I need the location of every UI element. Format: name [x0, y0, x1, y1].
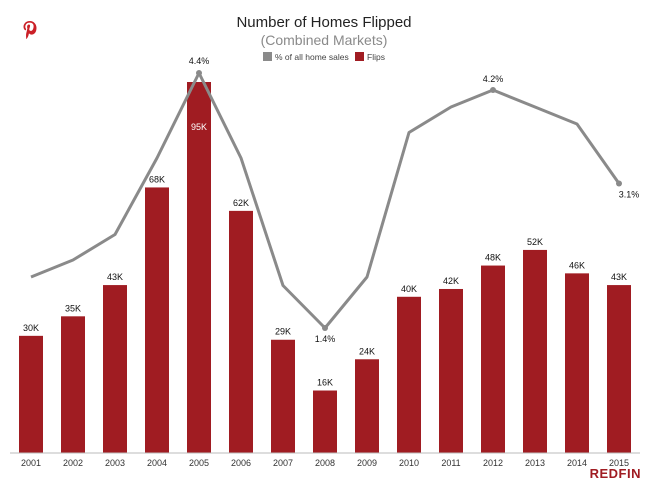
line-label-2012: 4.2%: [483, 74, 504, 84]
bar-2003: [103, 285, 127, 453]
bar-label-2004: 68K: [149, 174, 165, 184]
line-layer: [30, 70, 622, 331]
legend-label-share: % of all home sales: [275, 52, 349, 62]
bar-label-2012: 48K: [485, 253, 501, 263]
x-tick-2015: 2015: [609, 458, 629, 468]
bar-label-2010: 40K: [401, 284, 417, 294]
bar-layer: [19, 82, 631, 453]
x-tick-2009: 2009: [357, 458, 377, 468]
bar-2014: [565, 273, 589, 453]
bar-2010: [397, 296, 421, 453]
x-tick-2001: 2001: [21, 458, 41, 468]
x-tick-2002: 2002: [63, 458, 83, 468]
legend: % of all home sales Flips: [263, 52, 385, 62]
bar-2002: [61, 316, 85, 453]
x-tick-2013: 2013: [525, 458, 545, 468]
bar-label-2005: 95K: [191, 122, 207, 132]
x-tick-2006: 2006: [231, 458, 251, 468]
bar-label-2001: 30K: [23, 323, 39, 333]
label-layer: 30K 35K 43K 68K 95K 62K 29K 16K 24K 40K 42K 48K 52K 4…: [23, 56, 639, 388]
chart-subtitle: (Combined Markets): [261, 32, 388, 48]
x-tick-2012: 2012: [483, 458, 503, 468]
bar-2015: [607, 285, 631, 453]
x-tick-layer: 2001 2002 2003 2004 2005 2006 2007 2008 2009 2010…: [21, 458, 629, 468]
redfin-logo: REDFIN: [589, 466, 641, 481]
x-tick-2011: 2011: [441, 458, 460, 468]
bar-label-2009: 24K: [359, 346, 375, 356]
x-tick-2008: 2008: [315, 458, 335, 468]
x-tick-2004: 2004: [147, 458, 167, 468]
x-tick-2010: 2010: [399, 458, 419, 468]
bar-2009: [355, 359, 379, 453]
bar-2004: [145, 187, 169, 453]
legend-swatch-share: [263, 52, 272, 61]
line-point-2015: [616, 180, 622, 187]
bar-2006: [229, 210, 253, 453]
line-point-2008: [322, 325, 328, 331]
bar-label-2013: 52K: [527, 237, 543, 247]
line-label-2008: 1.4%: [315, 334, 336, 344]
bar-label-2014: 46K: [569, 260, 585, 270]
bar-label-2003: 43K: [107, 272, 123, 282]
line-label-2005: 4.4%: [189, 56, 210, 66]
x-tick-2003: 2003: [105, 458, 125, 468]
bar-label-2011: 42K: [443, 276, 459, 286]
line-point-2012: [490, 87, 496, 93]
pinterest-icon[interactable]: [22, 20, 38, 40]
legend-swatch-flips: [355, 52, 364, 61]
bar-2001: [19, 335, 43, 453]
x-tick-2007: 2007: [273, 458, 293, 468]
bar-2013: [523, 249, 547, 453]
bar-2007: [271, 339, 295, 453]
bar-label-2007: 29K: [275, 327, 291, 337]
bar-label-2006: 62K: [233, 198, 249, 208]
line-label-2015: 3.1%: [619, 190, 640, 200]
chart-title: Number of Homes Flipped: [236, 14, 411, 31]
x-tick-2014: 2014: [567, 458, 587, 468]
line-point-2005: [196, 70, 202, 76]
legend-label-flips: Flips: [367, 52, 385, 62]
bar-label-2002: 35K: [65, 303, 81, 313]
bar-2011: [439, 288, 463, 453]
bar-label-2015: 43K: [611, 272, 627, 282]
bar-2005: [187, 82, 211, 453]
bar-2012: [481, 265, 505, 453]
x-tick-2005: 2005: [189, 458, 209, 468]
bar-2008: [313, 390, 337, 453]
bar-label-2008: 16K: [317, 378, 333, 388]
